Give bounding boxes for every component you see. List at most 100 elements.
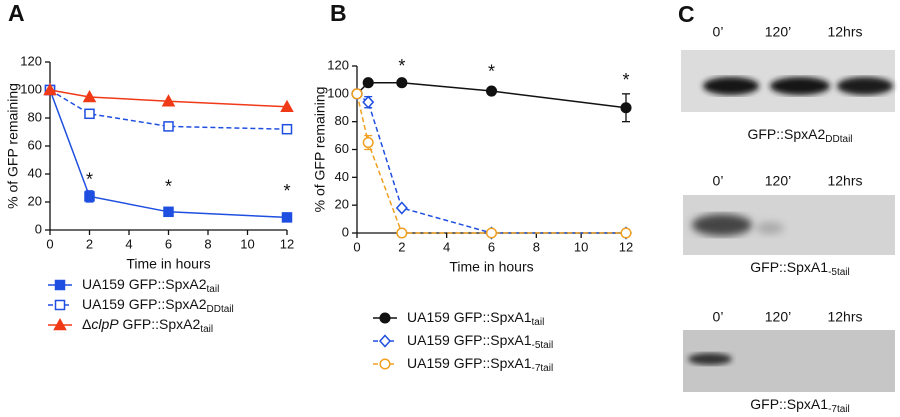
text-part: GFP::SpxA1 bbox=[750, 396, 828, 412]
y-tick-label: 100 bbox=[327, 85, 349, 100]
x-tick-label: 6 bbox=[165, 236, 172, 251]
lane-label: 120’ bbox=[765, 173, 791, 189]
text-part: UA159 GFP::SpxA2 bbox=[82, 296, 207, 312]
series-line bbox=[356, 93, 626, 234]
legend-label: UA159 GFP::SpxA2DDtail bbox=[82, 296, 234, 315]
legend-marker bbox=[379, 358, 391, 370]
data-point bbox=[281, 123, 293, 135]
data-point bbox=[362, 136, 374, 149]
blot-bands bbox=[703, 77, 893, 95]
data-point bbox=[280, 99, 294, 113]
text-part: UA159 GFP::SpxA1 bbox=[407, 332, 532, 348]
x-tick-label: 8 bbox=[204, 236, 211, 251]
data-point bbox=[281, 212, 293, 223]
panel-label: C bbox=[678, 1, 695, 27]
text-part: DDtail bbox=[825, 134, 852, 145]
data-point bbox=[84, 191, 95, 202]
blot-bands bbox=[692, 214, 784, 236]
data-point bbox=[84, 108, 95, 120]
data-point bbox=[351, 88, 363, 100]
legend-marker bbox=[54, 279, 66, 291]
lane-label: 12hrs bbox=[827, 173, 862, 189]
text-part: DDtail bbox=[207, 304, 234, 315]
text-part: Δ bbox=[82, 316, 91, 332]
panel-label: A bbox=[8, 0, 25, 26]
y-tick-label: 80 bbox=[335, 113, 349, 128]
legend-marker bbox=[53, 317, 67, 331]
text-part: UA159 GFP::SpxA1 bbox=[407, 309, 532, 325]
y-axis-label: % of GFP remaining bbox=[312, 87, 328, 213]
series-line bbox=[356, 93, 626, 234]
legend-marker bbox=[378, 334, 392, 348]
data-point bbox=[485, 85, 498, 97]
annotation: * bbox=[86, 170, 93, 190]
legend-label: UA159 GFP::SpxA1-5tail bbox=[407, 332, 553, 351]
text-part: UA159 GFP::SpxA2 bbox=[82, 276, 207, 292]
x-tick-label: 6 bbox=[488, 239, 495, 254]
data-point bbox=[82, 89, 97, 103]
y-tick-label: 40 bbox=[28, 165, 42, 180]
y-tick-label: 20 bbox=[28, 193, 42, 208]
text-part: -7tail bbox=[532, 363, 554, 374]
text-part: tail bbox=[207, 284, 220, 295]
data-point bbox=[620, 102, 632, 114]
x-tick-label: 0 bbox=[46, 236, 53, 251]
x-tick-label: 4 bbox=[125, 236, 132, 251]
data-point bbox=[485, 227, 498, 239]
y-tick-label: 40 bbox=[335, 169, 349, 184]
legend-marker bbox=[54, 299, 66, 311]
annotation: * bbox=[398, 56, 405, 76]
data-point bbox=[396, 227, 408, 239]
y-axis-label: % of GFP remaining bbox=[5, 83, 21, 209]
text-part: tail bbox=[200, 324, 213, 335]
text-part: GFP::SpxA1 bbox=[750, 259, 828, 275]
series-line bbox=[49, 89, 288, 219]
lane-label: 12hrs bbox=[827, 24, 862, 40]
lane-label: 120’ bbox=[765, 24, 791, 40]
legend-label: UA159 GFP::SpxA1tail bbox=[407, 309, 544, 328]
text-part: -5tail bbox=[828, 267, 850, 278]
x-tick-label: 2 bbox=[398, 239, 405, 254]
lane-label: 0’ bbox=[713, 173, 724, 189]
legend-marker bbox=[379, 312, 391, 324]
legend-label: UA159 GFP::SpxA2tail bbox=[82, 276, 219, 295]
series-line bbox=[49, 89, 288, 108]
x-axis-label: Time in hours bbox=[126, 256, 210, 272]
x-tick-label: 0 bbox=[353, 239, 360, 254]
text-part: UA159 GFP::SpxA1 bbox=[407, 355, 532, 371]
text-part: GFP::SpxA2 bbox=[747, 126, 825, 142]
y-tick-label: 20 bbox=[335, 197, 349, 212]
data-point bbox=[43, 82, 57, 96]
y-tick-label: 0 bbox=[35, 221, 42, 236]
data-point bbox=[163, 206, 174, 218]
data-point bbox=[395, 201, 408, 215]
annotation: * bbox=[622, 70, 629, 90]
x-tick-label: 8 bbox=[533, 239, 540, 254]
y-tick-label: 120 bbox=[20, 53, 42, 68]
text-part: -5tail bbox=[532, 340, 554, 351]
data-point bbox=[362, 95, 375, 109]
y-tick-label: 80 bbox=[28, 109, 42, 124]
lane-label: 120’ bbox=[765, 309, 791, 325]
annotation: * bbox=[488, 62, 495, 82]
blot-caption: GFP::SpxA2DDtail bbox=[747, 126, 852, 145]
y-tick-label: 60 bbox=[335, 141, 349, 156]
annotation: * bbox=[165, 177, 172, 197]
y-tick-label: 60 bbox=[28, 137, 42, 152]
text-part: tail bbox=[532, 317, 545, 328]
blot-caption: GFP::SpxA1-7tail bbox=[750, 396, 850, 415]
blot-panel: C bbox=[678, 1, 895, 392]
data-point bbox=[620, 227, 632, 239]
x-tick-label: 12 bbox=[619, 239, 633, 254]
data-point bbox=[161, 94, 176, 107]
x-tick-label: 4 bbox=[443, 239, 450, 254]
data-point bbox=[362, 77, 374, 89]
annotation: * bbox=[283, 181, 290, 201]
legend-label: ΔclpP GFP::SpxA2tail bbox=[82, 316, 213, 335]
lane-label: 0’ bbox=[713, 309, 724, 325]
legend-label: UA159 GFP::SpxA1-7tail bbox=[407, 355, 553, 374]
x-axis-label: Time in hours bbox=[449, 259, 533, 275]
blot-bands bbox=[688, 353, 732, 365]
blot-caption: GFP::SpxA1-5tail bbox=[750, 259, 850, 278]
